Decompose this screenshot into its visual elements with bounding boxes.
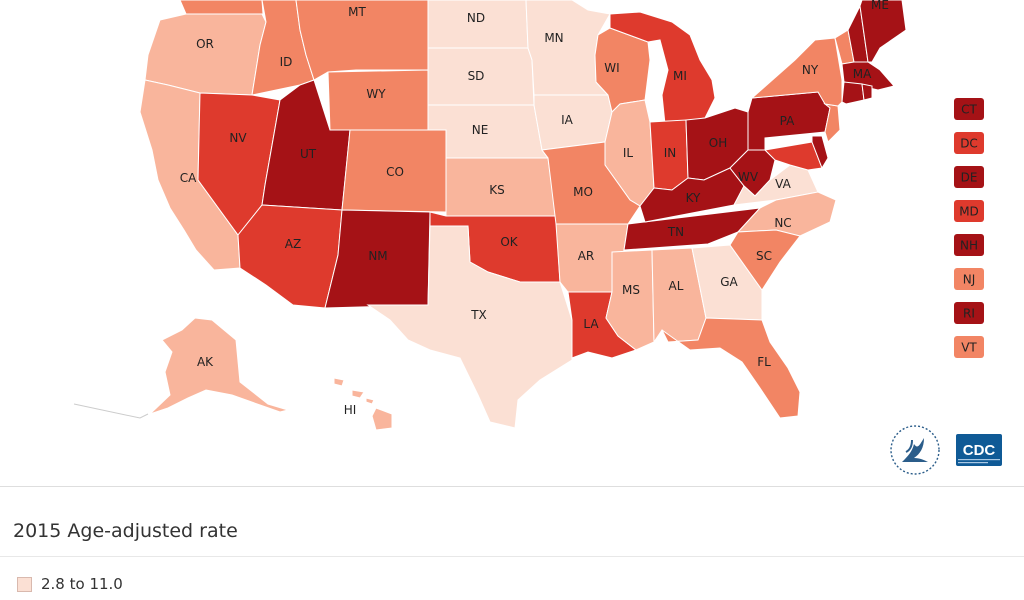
aleutian-islands	[73, 403, 149, 419]
label-al: AL	[669, 279, 684, 293]
label-az: AZ	[285, 237, 301, 251]
small-state-label: MD	[959, 205, 979, 219]
small-state-box-nh[interactable]: NH	[954, 234, 984, 256]
small-state-swatch	[954, 166, 984, 188]
label-ar: AR	[578, 249, 595, 263]
legend-item-first-bin[interactable]: 2.8 to 11.0	[17, 574, 123, 594]
state-ky[interactable]	[639, 167, 745, 223]
state-tn[interactable]	[623, 207, 762, 251]
small-state-label: CT	[961, 103, 977, 117]
state-ga[interactable]	[691, 244, 763, 321]
cdc-logo-text: CDC	[963, 442, 996, 459]
label-id: ID	[280, 55, 293, 69]
legend-label: 2.8 to 11.0	[41, 575, 123, 593]
small-state-boxes: CT DC DE MD NH NJ RI VT	[954, 98, 984, 358]
label-tn: TN	[667, 225, 684, 239]
label-mi: MI	[673, 69, 687, 83]
label-pa: PA	[780, 114, 795, 128]
small-state-box-ri[interactable]: RI	[954, 302, 984, 324]
small-state-swatch	[954, 268, 984, 290]
small-state-label: DC	[960, 137, 978, 151]
label-nm: NM	[368, 249, 387, 263]
small-state-swatch	[954, 98, 984, 120]
label-ia: IA	[561, 113, 574, 127]
small-state-label: RI	[963, 307, 975, 321]
state-me[interactable]	[859, 0, 907, 63]
small-state-box-vt[interactable]: VT	[954, 336, 984, 358]
state-tx[interactable]	[366, 225, 573, 429]
small-state-box-dc[interactable]: DC	[954, 132, 984, 154]
small-state-box-de[interactable]: DE	[954, 166, 984, 188]
label-ma: MA	[853, 67, 872, 81]
small-state-label: DE	[961, 171, 978, 185]
label-or: OR	[196, 37, 214, 51]
state-labels: OR ID MT ND MN WI MI ME NY MA CA NV UT W…	[180, 0, 889, 417]
state-az[interactable]	[237, 204, 343, 309]
cdc-logo-icon: CDC	[956, 434, 1002, 466]
state-ct[interactable]	[841, 81, 865, 105]
label-il: IL	[623, 146, 634, 160]
small-state-swatch	[954, 302, 984, 324]
small-state-box-nj[interactable]: NJ	[954, 268, 984, 290]
label-co: CO	[386, 165, 404, 179]
label-mt: MT	[348, 5, 366, 19]
label-wv: WV	[738, 170, 759, 184]
small-state-swatch	[954, 200, 984, 222]
label-in: IN	[664, 146, 677, 160]
label-ne: NE	[472, 123, 489, 137]
label-mn: MN	[544, 31, 563, 45]
label-oh: OH	[709, 136, 727, 150]
label-me: ME	[871, 0, 889, 12]
label-ut: UT	[300, 147, 317, 161]
state-ia[interactable]	[533, 94, 613, 151]
label-sd: SD	[468, 69, 485, 83]
small-state-box-md[interactable]: MD	[954, 200, 984, 222]
label-ny: NY	[802, 63, 819, 77]
small-state-label: VT	[961, 341, 977, 355]
state-de[interactable]	[811, 135, 829, 170]
label-ak: AK	[197, 355, 214, 369]
state-ri[interactable]	[861, 83, 873, 101]
label-fl: FL	[757, 355, 771, 369]
state-sc[interactable]	[729, 229, 801, 291]
label-ms: MS	[622, 283, 640, 297]
label-nd: ND	[467, 11, 485, 25]
label-va: VA	[775, 177, 791, 191]
legend-divider	[0, 486, 1024, 487]
state-hi[interactable]	[333, 377, 393, 431]
legend-divider-2	[0, 556, 1024, 557]
label-nv: NV	[229, 131, 247, 145]
label-ky: KY	[686, 191, 701, 205]
state-or[interactable]	[144, 13, 267, 96]
label-ga: GA	[720, 275, 738, 289]
label-wy: WY	[366, 87, 386, 101]
small-state-label: NH	[960, 239, 978, 253]
small-state-swatch	[954, 336, 984, 358]
label-sc: SC	[756, 249, 772, 263]
small-state-label: NJ	[963, 273, 976, 287]
small-state-swatch	[954, 234, 984, 256]
state-wa[interactable]	[179, 0, 264, 15]
small-state-box-ct[interactable]: CT	[954, 98, 984, 120]
state-ak[interactable]	[149, 317, 290, 415]
state-ny[interactable]	[750, 37, 843, 107]
agency-logos: CDC	[890, 422, 1006, 478]
label-hi: HI	[344, 403, 357, 417]
label-ks: KS	[489, 183, 505, 197]
label-nc: NC	[774, 216, 791, 230]
small-state-swatch	[954, 132, 984, 154]
label-ok: OK	[500, 235, 518, 249]
label-ca: CA	[180, 171, 197, 185]
legend-swatch	[17, 576, 32, 592]
us-choropleth-map: OR ID MT ND MN WI MI ME NY MA CA NV UT W…	[73, 0, 984, 431]
legend-title: 2015 Age-adjusted rate	[13, 520, 238, 542]
label-mo: MO	[573, 185, 593, 199]
label-tx: TX	[470, 308, 487, 322]
label-la: LA	[583, 317, 599, 331]
state-fl[interactable]	[661, 317, 801, 419]
label-wi: WI	[604, 61, 619, 75]
hhs-eagle-icon	[890, 425, 940, 475]
